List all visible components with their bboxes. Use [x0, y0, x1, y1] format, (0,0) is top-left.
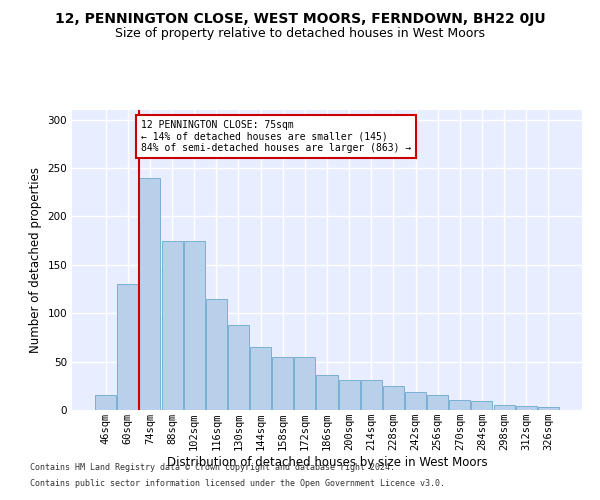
Bar [515, 406, 536, 410]
Text: Contains public sector information licensed under the Open Government Licence v3: Contains public sector information licen… [30, 478, 445, 488]
Bar [361, 380, 382, 410]
Bar [338, 380, 359, 410]
Bar [295, 357, 316, 410]
Bar [139, 178, 160, 410]
Bar [427, 394, 448, 410]
Bar [184, 240, 205, 410]
Bar [206, 298, 227, 410]
X-axis label: Distribution of detached houses by size in West Moors: Distribution of detached houses by size … [167, 456, 487, 469]
Bar [272, 357, 293, 410]
Bar [95, 396, 116, 410]
Bar [250, 347, 271, 410]
Bar [228, 325, 249, 410]
Text: Contains HM Land Registry data © Crown copyright and database right 2024.: Contains HM Land Registry data © Crown c… [30, 464, 395, 472]
Text: 12, PENNINGTON CLOSE, WEST MOORS, FERNDOWN, BH22 0JU: 12, PENNINGTON CLOSE, WEST MOORS, FERNDO… [55, 12, 545, 26]
Bar [472, 402, 493, 410]
Text: 12 PENNINGTON CLOSE: 75sqm
← 14% of detached houses are smaller (145)
84% of sem: 12 PENNINGTON CLOSE: 75sqm ← 14% of deta… [141, 120, 412, 153]
Y-axis label: Number of detached properties: Number of detached properties [29, 167, 42, 353]
Bar [161, 240, 182, 410]
Bar [118, 284, 139, 410]
Bar [316, 375, 338, 410]
Bar [405, 392, 426, 410]
Bar [538, 407, 559, 410]
Bar [494, 405, 515, 410]
Bar [383, 386, 404, 410]
Bar [449, 400, 470, 410]
Text: Size of property relative to detached houses in West Moors: Size of property relative to detached ho… [115, 28, 485, 40]
